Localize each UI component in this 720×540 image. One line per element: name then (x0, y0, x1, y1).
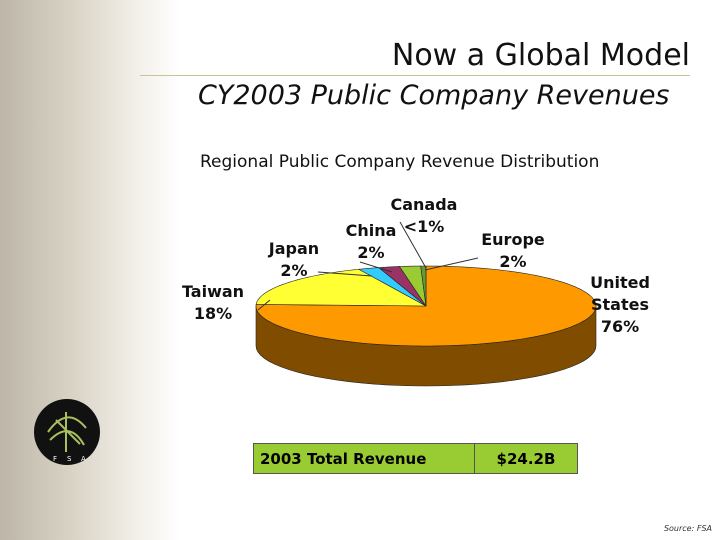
leader-line (317, 271, 373, 277)
source-note: Source: FSA (663, 524, 712, 533)
logo-letter: F (53, 455, 57, 463)
data-label: United States 76% (580, 272, 660, 338)
value-label: <1% (403, 217, 445, 236)
title-rule (140, 75, 690, 76)
category-label: Japan (268, 239, 320, 258)
category-label: Taiwan (181, 282, 245, 301)
leader-line (257, 299, 271, 311)
logo-letter: S (67, 455, 72, 463)
logo-mark (47, 412, 87, 452)
slide-title: Now a Global Model (391, 38, 690, 73)
data-label: Taiwan 18% (163, 281, 263, 325)
data-label: Canada <1% (374, 194, 474, 238)
pie-slice (255, 268, 427, 307)
value-label: 76% (600, 317, 640, 336)
slide-subtitle: CY2003 Public Company Revenues (198, 80, 670, 111)
leader-line (424, 257, 479, 271)
pie-slice (255, 265, 597, 347)
data-label: Japan 2% (244, 238, 344, 282)
logo-letter: A (81, 455, 86, 463)
pie-slice (420, 265, 427, 307)
chart-title: Regional Public Company Revenue Distribu… (200, 152, 600, 172)
value-label: 2% (280, 261, 308, 280)
category-label: Canada (390, 195, 458, 214)
category-label: China (345, 221, 397, 240)
value-label: 18% (193, 304, 233, 323)
category-label: United States (590, 273, 650, 314)
value-label: 2% (357, 243, 385, 262)
category-label: Europe (481, 230, 545, 249)
data-label: Europe 2% (463, 229, 563, 273)
value-label: 2% (499, 252, 527, 271)
leader-line (359, 261, 393, 273)
data-label: China 2% (321, 220, 421, 264)
table-cell: $24.2B (474, 443, 578, 474)
table-cell: 2003 Total Revenue (253, 443, 475, 474)
leader-line (399, 221, 427, 269)
